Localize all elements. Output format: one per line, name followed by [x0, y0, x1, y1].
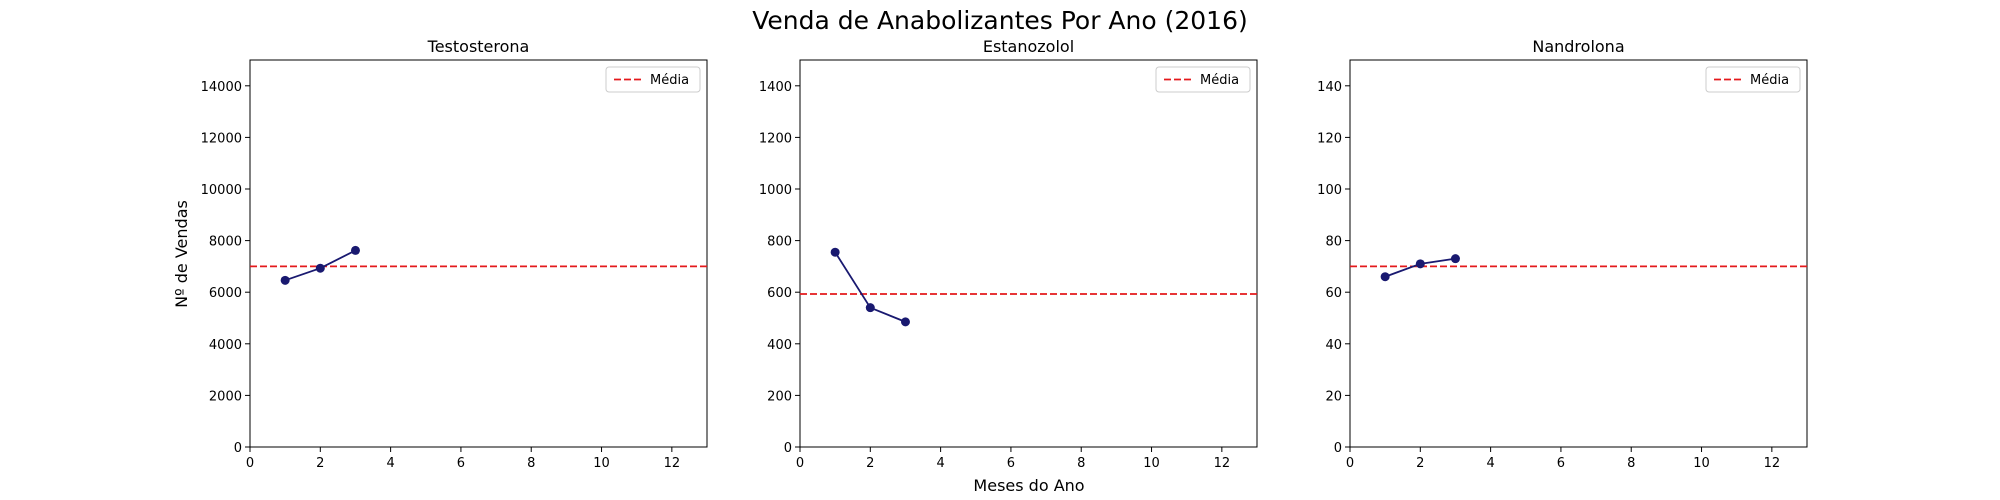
y-tick-label: 8000: [209, 235, 242, 250]
y-tick-label: 1200: [759, 131, 792, 146]
x-tick-label: 6: [1007, 456, 1015, 471]
legend-box: [1705, 66, 1801, 93]
y-axis-label: Nº de Vendas: [172, 200, 191, 308]
data-point: [315, 263, 325, 273]
data-point: [900, 317, 910, 327]
y-tick-label: 14000: [201, 80, 242, 95]
y-tick-label: 0: [1334, 441, 1342, 456]
x-tick-label: 12: [664, 456, 681, 471]
y-tick-label: 40: [1325, 338, 1342, 353]
y-tick-label: 4000: [209, 338, 242, 353]
y-tick-label: 12000: [201, 131, 242, 146]
x-tick-label: 12: [1214, 456, 1231, 471]
y-tick-label: 6000: [209, 286, 242, 301]
x-tick-label: 8: [1627, 456, 1635, 471]
data-point: [865, 303, 875, 313]
legend-box: [1155, 66, 1251, 93]
x-tick-label: 4: [936, 456, 944, 471]
subplot-1: Testosterona 0 2 4 6 8 10 12 0 2000 4000 6000 8000 10…: [201, 37, 708, 471]
y-tick-label: 120: [1317, 131, 1342, 146]
x-tick-label: 8: [1077, 456, 1085, 471]
y-tick-label: 0: [234, 441, 242, 456]
x-tick-label: 2: [1416, 456, 1424, 471]
y-tick-label: 10000: [201, 183, 242, 198]
legend-label: Média: [1750, 73, 1789, 88]
legend-box: [605, 66, 701, 93]
subplot-2: Estanozolol 0 2 4 6 8 10 12 0 200 400 600 800 1000 120…: [759, 37, 1258, 471]
data-point: [1450, 254, 1460, 264]
x-tick-label: 10: [1143, 456, 1160, 471]
y-tick-label: 2000: [209, 389, 242, 404]
x-tick-label: 6: [457, 456, 465, 471]
x-axis-label: Meses do Ano: [973, 476, 1084, 495]
x-tick-label: 4: [386, 456, 394, 471]
y-tick-label: 400: [767, 338, 792, 353]
x-tick-label: 12: [1764, 456, 1781, 471]
data-point: [830, 247, 840, 257]
data-point: [1415, 259, 1425, 269]
x-tick-label: 0: [246, 456, 254, 471]
y-tick-label: 800: [767, 235, 792, 250]
y-tick-label: 600: [767, 286, 792, 301]
y-tick-label: 0: [784, 441, 792, 456]
axes-frame: [1349, 59, 1808, 448]
x-tick-label: 10: [1693, 456, 1710, 471]
axes-frame: [799, 59, 1258, 448]
axes-frame: [249, 59, 708, 448]
x-tick-label: 2: [866, 456, 874, 471]
data-point: [350, 245, 360, 255]
figure-title: Venda de Anabolizantes Por Ano (2016): [752, 6, 1248, 35]
legend-label: Média: [650, 73, 689, 88]
y-tick-label: 1000: [759, 183, 792, 198]
y-tick-label: 1400: [759, 80, 792, 95]
y-tick-label: 140: [1317, 80, 1342, 95]
subplot-title: Testosterona: [427, 37, 530, 56]
y-tick-label: 80: [1325, 235, 1342, 250]
subplot-title: Estanozolol: [983, 37, 1074, 56]
x-tick-label: 8: [527, 456, 535, 471]
y-tick-label: 200: [767, 389, 792, 404]
x-tick-label: 10: [593, 456, 610, 471]
data-point: [1380, 272, 1390, 282]
x-tick-label: 2: [316, 456, 324, 471]
x-tick-label: 0: [1346, 456, 1354, 471]
x-tick-label: 6: [1557, 456, 1565, 471]
y-tick-label: 20: [1325, 389, 1342, 404]
x-tick-label: 0: [796, 456, 804, 471]
subplot-title: Nandrolona: [1532, 37, 1624, 56]
y-tick-label: 100: [1317, 183, 1342, 198]
x-tick-label: 4: [1486, 456, 1494, 471]
data-point: [280, 275, 290, 285]
y-tick-label: 60: [1325, 286, 1342, 301]
legend-label: Média: [1200, 73, 1239, 88]
